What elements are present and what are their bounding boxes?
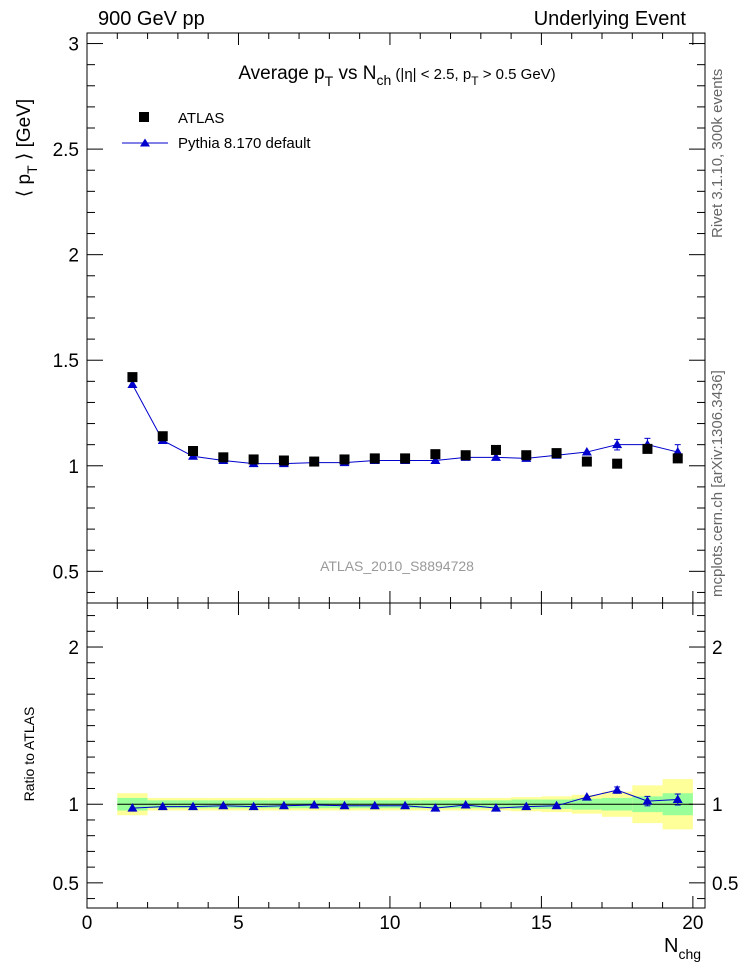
atlas-point (642, 443, 653, 454)
y-tick-label-right: 0.5 (712, 874, 738, 895)
atlas-point (309, 456, 320, 467)
atlas-point (612, 458, 623, 469)
ratio-pythia-point (188, 801, 199, 811)
atlas-point (218, 452, 229, 463)
atlas-point (430, 449, 441, 460)
atlas-point (278, 455, 289, 466)
ratio-pythia-point (309, 800, 320, 809)
ratio-pythia-point (460, 800, 471, 809)
main-panel-data (127, 372, 683, 469)
ratio-pythia-point (127, 803, 138, 812)
ratio-pythia-point (612, 785, 623, 794)
ratio-pythia-point (248, 801, 259, 811)
atlas-point (521, 450, 532, 461)
x-tick-label: 20 (682, 913, 703, 934)
legend: ATLAS Pythia 8.170 default (122, 110, 311, 152)
atlas-point (460, 450, 471, 461)
ratio-pythia-point (339, 800, 350, 810)
ratio-pythia-point (400, 800, 411, 810)
x-tick-label: 0 (82, 913, 93, 934)
ratio-panel-frame (86, 602, 706, 909)
atlas-point (581, 456, 592, 467)
pythia-point (490, 452, 501, 461)
ratio-pythia-point (642, 796, 653, 805)
y-tick-label: 2 (68, 246, 79, 267)
atlas-point (400, 453, 411, 464)
atlas-point (188, 446, 199, 456)
y-tick-label: 0.5 (53, 562, 79, 583)
x-tick-label: 5 (233, 913, 244, 934)
ratio-pythia-point (521, 801, 532, 811)
legend-atlas-label: ATLAS (178, 110, 224, 127)
pythia-line (132, 384, 678, 465)
legend-pythia-label: Pythia 8.170 default (178, 135, 311, 152)
watermark: ATLAS_2010_S8894728 (320, 558, 474, 574)
ratio-pythia-point (369, 800, 380, 810)
y-tick-label: 0.5 (53, 874, 79, 895)
ratio-pythia-point (551, 800, 562, 810)
y-tick-label: 1.5 (53, 351, 79, 372)
y-tick-label: 1 (68, 457, 79, 478)
y-axis-label: ⟨ pT ⟩ [GeV] (14, 99, 40, 197)
ratio-pythia-point (157, 801, 168, 811)
y-tick-label: 3 (68, 35, 79, 56)
y-tick-label-right: 1 (712, 795, 723, 816)
ratio-panel-ticks: 0 5 10 15 20 0.5 0.5 1 1 2 2 (53, 603, 738, 934)
pythia-point (127, 379, 138, 388)
pythia-point (612, 439, 623, 449)
x-axis-label: Nchg (664, 935, 701, 962)
ratio-panel: 0 5 10 15 20 0.5 0.5 1 1 2 2 Ratio to ATLAS Nchg (21, 602, 738, 962)
atlas-point (672, 453, 683, 464)
x-tick-label: 10 (379, 913, 400, 934)
pythia-point (581, 447, 592, 456)
ratio-pythia-point (672, 794, 683, 804)
y-tick-label: 2 (68, 638, 79, 659)
y-tick-label: 1 (68, 795, 79, 816)
atlas-point (248, 454, 259, 465)
ratio-pythia-point (430, 803, 441, 812)
main-panel-ticks: 0.5 1 1.5 2 2.5 3 (53, 33, 705, 603)
ratio-y-axis-label: Ratio to ATLAS (21, 707, 37, 802)
pythia-point (430, 455, 441, 464)
main-panel: 0.5 1 1.5 2 2.5 3 Average pT vs Nch (|η| < 2.… (14, 32, 706, 604)
atlas-point (490, 444, 501, 455)
x-tick-label: 15 (531, 913, 552, 934)
atlas-point (127, 372, 138, 383)
header-left: 900 GeV pp (98, 8, 205, 30)
y-tick-label-right: 2 (712, 638, 723, 659)
y-tick-label: 2.5 (53, 140, 79, 161)
atlas-point (369, 453, 380, 464)
atlas-point (339, 454, 350, 465)
ratio-pythia-point (490, 803, 501, 812)
header-right: Underlying Event (533, 8, 686, 30)
ratio-pythia-point (278, 800, 289, 810)
atlas-point (551, 448, 562, 459)
ratio-pythia-point (218, 800, 229, 810)
ratio-pythia-point (581, 792, 592, 801)
ratio-panel-data (127, 785, 683, 812)
legend-atlas-marker (139, 112, 149, 122)
atlas-point (157, 431, 168, 442)
legend-pythia-marker (140, 138, 150, 147)
chart-title: Average pT vs Nch (|η| < 2.5, pT > 0.5 G… (238, 63, 555, 89)
